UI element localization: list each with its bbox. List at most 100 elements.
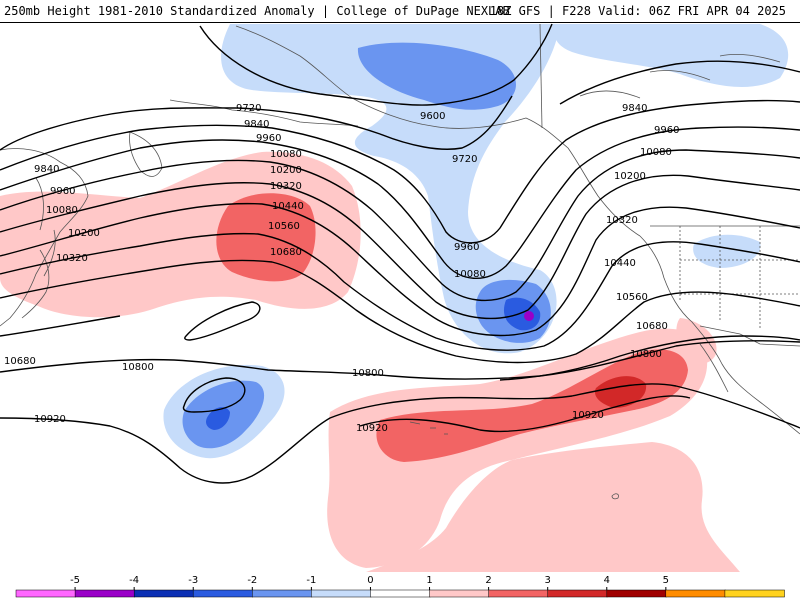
contour-label: 10200 — [614, 171, 646, 182]
small-island — [611, 493, 619, 500]
contour-label: 10920 — [572, 410, 604, 421]
contour-label: 10080 — [454, 269, 486, 280]
colorbar-swatch — [488, 589, 549, 598]
contour-label: 9840 — [622, 103, 647, 114]
height-contours — [0, 23, 800, 484]
contour-southern-lobe — [359, 395, 691, 433]
colorbar-tick-label: -3 — [188, 575, 198, 586]
contour-9600 — [199, 23, 553, 106]
negative-anomaly-subtropical-core — [206, 407, 230, 430]
negative-anomaly-alaska — [555, 24, 789, 87]
contour-label: 10080 — [640, 147, 672, 158]
colorbar-swatch — [74, 589, 135, 598]
contour-label: 9960 — [454, 242, 479, 253]
contour-label: 10800 — [122, 362, 154, 373]
model-run-info: 18Z GFS | F228 Valid: 06Z FRI APR 04 202… — [489, 4, 786, 18]
contour-label: 9720 — [236, 103, 261, 114]
contour-10560 — [0, 259, 800, 364]
colorbar-swatch — [665, 589, 726, 598]
contour-label: 10680 — [636, 321, 668, 332]
contour-10800 — [0, 340, 800, 380]
colorbar-tick-label: -4 — [129, 575, 139, 586]
positive-anomaly-jet-core — [594, 376, 647, 408]
contour-label: 10680 — [270, 247, 302, 258]
contour-9720-east — [559, 60, 800, 105]
colorbar-swatch — [606, 589, 667, 598]
colorbar-tick-label: 1 — [426, 575, 432, 586]
contour-10320 — [0, 202, 800, 337]
positive-anomaly-baja — [676, 318, 717, 364]
colorbar-tick-label: 4 — [604, 575, 610, 586]
contour-label: 10440 — [272, 201, 304, 212]
chart-title: 250mb Height 1981-2010 Standardized Anom… — [4, 4, 510, 18]
colorbar-swatch — [15, 589, 76, 598]
negative-anomaly-offshore-core — [503, 297, 541, 331]
contour-label: 10560 — [268, 221, 300, 232]
kamchatka-coastline — [129, 131, 163, 177]
contour-label: 9840 — [34, 164, 59, 175]
colorbar-tick-label: 5 — [663, 575, 669, 586]
contour-label: 9600 — [420, 111, 445, 122]
contour-label: 10200 — [68, 228, 100, 239]
contour-label: 10680 — [4, 356, 36, 367]
contour-label: 10320 — [56, 253, 88, 264]
colorbar-tick-label: -5 — [70, 575, 80, 586]
title-bar: 250mb Height 1981-2010 Standardized Anom… — [0, 0, 800, 23]
contour-10200 — [0, 174, 800, 320]
coastlines — [0, 23, 800, 500]
colorbar-labels: -5 -4 -3 -2 -1 0 1 2 3 4 5 — [70, 575, 669, 590]
contour-10080 — [0, 149, 800, 302]
contour-label: 9960 — [50, 186, 75, 197]
contour-label: 10320 — [606, 215, 638, 226]
colorbar-swatch — [370, 589, 431, 598]
colorbar-swatch — [547, 589, 608, 598]
colorbar-swatches — [15, 589, 785, 598]
contour-label: 10320 — [270, 181, 302, 192]
us-mexico-border — [699, 325, 800, 347]
contour-9840 — [0, 100, 800, 244]
negative-anomaly-gulf-core — [357, 42, 516, 110]
colorbar-swatch — [311, 589, 372, 598]
contour-10800-ring — [182, 377, 246, 413]
contour-9720-west — [0, 95, 513, 151]
positive-anomaly-jet-mid — [376, 349, 688, 462]
contour-label: 9960 — [654, 125, 679, 136]
contour-label: 10800 — [352, 368, 384, 379]
colorbar-swatch — [429, 589, 490, 598]
contour-label: 9840 — [244, 119, 269, 130]
contour-label: 10560 — [616, 292, 648, 303]
positive-anomaly-southeast — [366, 442, 740, 572]
aleutian-chain — [169, 99, 359, 127]
colorbar-tick-label: 3 — [545, 575, 551, 586]
contour-label: 10200 — [270, 165, 302, 176]
colorbar-tick-label: -2 — [247, 575, 257, 586]
colorbar-tick-label: 2 — [485, 575, 491, 586]
positive-anomaly-west-pacific-core — [216, 193, 316, 282]
colorbar-tick-label: 0 — [367, 575, 373, 586]
contour-label: 10080 — [46, 205, 78, 216]
negative-anomaly-peak — [524, 311, 534, 321]
contour-label: 10920 — [34, 414, 66, 425]
colorbar-tick-label: -1 — [306, 575, 316, 586]
contour-label: 10080 — [270, 149, 302, 160]
canada-islands — [579, 54, 781, 99]
contour-10680-west — [0, 315, 121, 337]
colorbar-swatch — [133, 589, 195, 598]
alaska-canada-border — [539, 23, 543, 129]
colorbar: -5 -4 -3 -2 -1 0 1 2 3 4 5 — [15, 575, 785, 598]
alaska-coastline — [235, 25, 641, 237]
contour-label: 10440 — [604, 258, 636, 269]
baja-coast — [699, 343, 729, 393]
contour-9960 — [0, 126, 800, 280]
contour-label: 9960 — [256, 133, 281, 144]
sakhalin-coastline — [35, 177, 56, 277]
colorbar-swatch — [192, 589, 254, 598]
contour-10440 — [0, 232, 800, 351]
contour-labels: 9600 9720 9720 9840 9840 9840 9960 9960 … — [4, 103, 679, 434]
hawaii-islands — [409, 421, 448, 435]
japan-coastline — [21, 249, 50, 319]
colorbar-swatch — [724, 589, 785, 598]
contour-10680-closed — [184, 301, 261, 341]
contour-label: 10800 — [630, 349, 662, 360]
